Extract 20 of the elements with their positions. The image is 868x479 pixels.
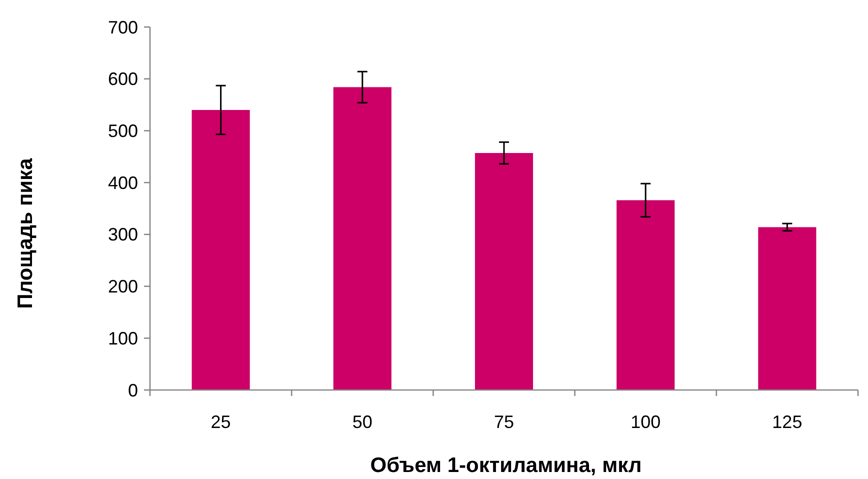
- bar: [333, 87, 392, 390]
- y-tick-label: 700: [108, 17, 138, 38]
- x-axis-title: Объем 1-октиламина, мкл: [370, 454, 642, 477]
- x-tick-label: 100: [630, 412, 661, 432]
- y-axis-title: Площадь пика: [14, 158, 37, 309]
- y-tick-label: 100: [108, 328, 138, 348]
- y-tick-label: 0: [128, 380, 138, 400]
- x-tick-label: 50: [352, 412, 372, 432]
- x-tick-label: 125: [772, 412, 802, 432]
- x-tick-label: 75: [494, 412, 514, 432]
- y-tick-label: 500: [108, 121, 138, 142]
- y-tick-label: 200: [108, 276, 138, 297]
- y-tick-label: 400: [108, 172, 138, 193]
- y-tick-label: 600: [108, 69, 138, 90]
- y-tick-label: 300: [108, 224, 138, 245]
- x-tick-label: 25: [210, 412, 231, 432]
- bar: [192, 110, 250, 390]
- bar: [474, 153, 534, 390]
- bar: [616, 200, 675, 390]
- bar: [758, 227, 816, 390]
